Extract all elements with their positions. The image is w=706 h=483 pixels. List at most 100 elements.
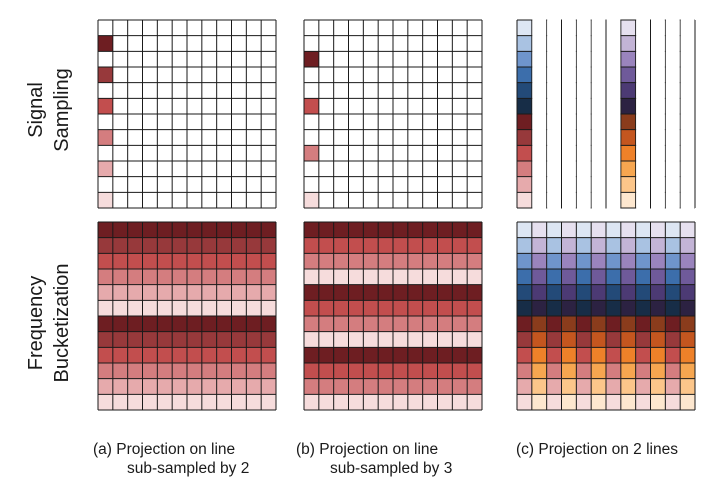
bucket-cell — [591, 269, 606, 285]
bucket-cell — [363, 284, 379, 301]
bucket-cell — [98, 347, 113, 363]
bucket-cell — [304, 269, 319, 285]
bucket-cell — [304, 394, 319, 410]
bucket-cell — [606, 394, 621, 410]
bucket-cell — [665, 253, 681, 269]
bucket-cell — [304, 222, 319, 238]
bucket-cell — [98, 300, 113, 316]
bucket-cell — [172, 331, 187, 348]
bucket-cell — [261, 253, 276, 269]
bucket-cell — [261, 284, 276, 301]
bucket-cell — [157, 222, 173, 238]
sampled-cell — [517, 129, 532, 146]
bucket-cell — [531, 347, 547, 363]
sampled-cell — [98, 35, 113, 52]
bucket-cell — [606, 347, 621, 363]
blank-column — [651, 19, 665, 209]
bucket-cell — [304, 378, 319, 395]
bucket-cell — [187, 300, 202, 316]
bucket-cell — [665, 237, 681, 254]
bucket-cell — [650, 394, 666, 410]
bucket-cell — [517, 222, 532, 238]
bucket-cell — [378, 394, 393, 410]
bucket-cell — [452, 284, 468, 301]
row-label-signal-sampling: Signal Sampling — [25, 68, 73, 151]
bucket-cell — [363, 253, 379, 269]
bucket-cell — [467, 269, 482, 285]
bucket-cell — [665, 378, 681, 395]
bucket-cell — [422, 316, 438, 332]
bucket-cell — [407, 316, 423, 332]
bucket-cell — [437, 253, 453, 269]
bucket-cell — [187, 378, 202, 395]
bucket-cell — [363, 394, 379, 410]
bucket-cell — [261, 347, 276, 363]
bucket-cell — [333, 237, 349, 254]
bucket-cell — [546, 316, 562, 332]
bucket-cell — [333, 284, 349, 301]
bucket-cell — [591, 222, 606, 238]
bucket-cell — [142, 378, 158, 395]
bucket-cell — [142, 284, 158, 301]
bucket-cell — [142, 300, 158, 316]
bucket-cell — [452, 347, 468, 363]
bucket-cell — [172, 347, 187, 363]
bucket-cell — [546, 237, 562, 254]
bucket-cell — [452, 237, 468, 254]
bucket-cell — [378, 222, 393, 238]
bucket-cell — [437, 316, 453, 332]
bucket-cell — [650, 316, 666, 332]
bucket-cell — [363, 222, 379, 238]
bucket-cell — [201, 300, 217, 316]
bucket-cell — [620, 378, 636, 395]
bucket-cell — [576, 222, 592, 238]
sampled-cell — [98, 161, 113, 177]
bucket-cell — [378, 269, 393, 285]
bucket-cell — [407, 284, 423, 301]
bucket-cell — [561, 363, 577, 379]
bucket-cell — [393, 316, 408, 332]
bucket-cell — [531, 222, 547, 238]
bucket-cell — [318, 316, 334, 332]
bucket-cell — [635, 363, 651, 379]
bucket-cell — [531, 300, 547, 316]
bucket-cell — [680, 347, 695, 363]
bucket-cell — [665, 284, 681, 301]
caption-tag: (a) — [93, 441, 112, 458]
bucket-cell — [635, 378, 651, 395]
sampled-cell — [517, 176, 532, 193]
bucket-cell — [531, 284, 547, 301]
bucket-cell — [517, 347, 532, 363]
bucket-cell — [393, 347, 408, 363]
bucket-cell — [680, 363, 695, 379]
bucket-cell — [216, 269, 232, 285]
caption-panel-b: (b) Projection on line sub-sampled by 3 — [296, 440, 452, 478]
bucket-cell — [620, 269, 636, 285]
bucket-cell — [606, 316, 621, 332]
blank-column — [665, 19, 680, 209]
bucket-cell — [576, 347, 592, 363]
bucket-cell — [546, 284, 562, 301]
bucket-cell — [422, 363, 438, 379]
bucket-cell — [318, 284, 334, 301]
bucket-cell — [378, 237, 393, 254]
bucket-cell — [112, 222, 128, 238]
bucket-cell — [363, 378, 379, 395]
bucket-cell — [517, 378, 532, 395]
bucket-cell — [665, 347, 681, 363]
bucket-cell — [246, 269, 262, 285]
bucket-cell — [393, 253, 408, 269]
bucket-cell — [517, 284, 532, 301]
bucket-cell — [231, 347, 247, 363]
bucket-cell — [635, 394, 651, 410]
bucket-cell — [187, 331, 202, 348]
bucket-cell — [606, 269, 621, 285]
bucket-cell — [172, 316, 187, 332]
bucket-cell — [378, 363, 393, 379]
bucket-cell — [348, 363, 364, 379]
bucket-cell — [157, 300, 173, 316]
bucket-cell — [216, 284, 232, 301]
bucket-cell — [665, 316, 681, 332]
bucket-cell — [531, 269, 547, 285]
